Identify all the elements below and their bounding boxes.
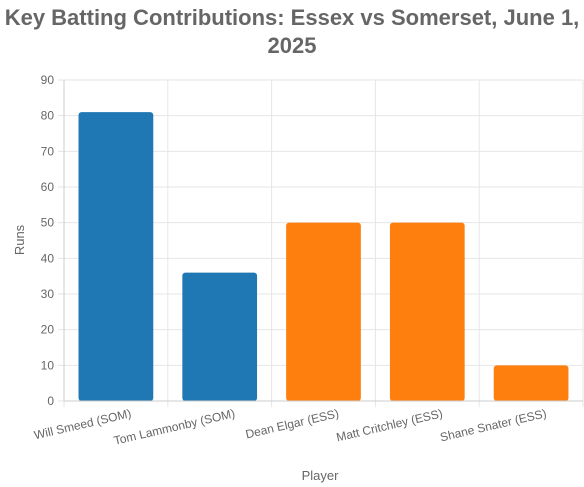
chart-title: Key Batting Contributions: Essex vs Some… xyxy=(4,5,580,58)
y-tick-label: 80 xyxy=(41,109,55,123)
y-tick-label: 30 xyxy=(41,287,55,301)
y-tick-label: 10 xyxy=(41,358,55,372)
bar xyxy=(493,365,569,401)
y-tick-label: 90 xyxy=(41,73,55,87)
bar xyxy=(78,112,154,401)
y-tick-label: 60 xyxy=(41,180,55,194)
bar xyxy=(182,272,258,401)
y-tick-label: 70 xyxy=(41,144,55,158)
bar xyxy=(389,222,465,401)
axes xyxy=(63,80,583,402)
x-tick-label: Dean Elgar (ESS) xyxy=(244,406,340,441)
bars xyxy=(78,112,569,401)
y-tick-label: 40 xyxy=(41,251,55,265)
y-tick-label: 0 xyxy=(47,394,54,408)
y-axis-title: Runs xyxy=(12,224,27,255)
y-tick-label: 50 xyxy=(41,216,55,230)
x-tick-label: Tom Lammonby (SOM) xyxy=(112,406,236,448)
x-tick-label: Shane Snater (ESS) xyxy=(439,406,548,444)
y-tick-label: 20 xyxy=(41,323,55,337)
x-tick-label: Matt Critchley (ESS) xyxy=(335,406,444,444)
bar xyxy=(286,222,361,401)
x-axis-title: Player xyxy=(302,468,340,483)
